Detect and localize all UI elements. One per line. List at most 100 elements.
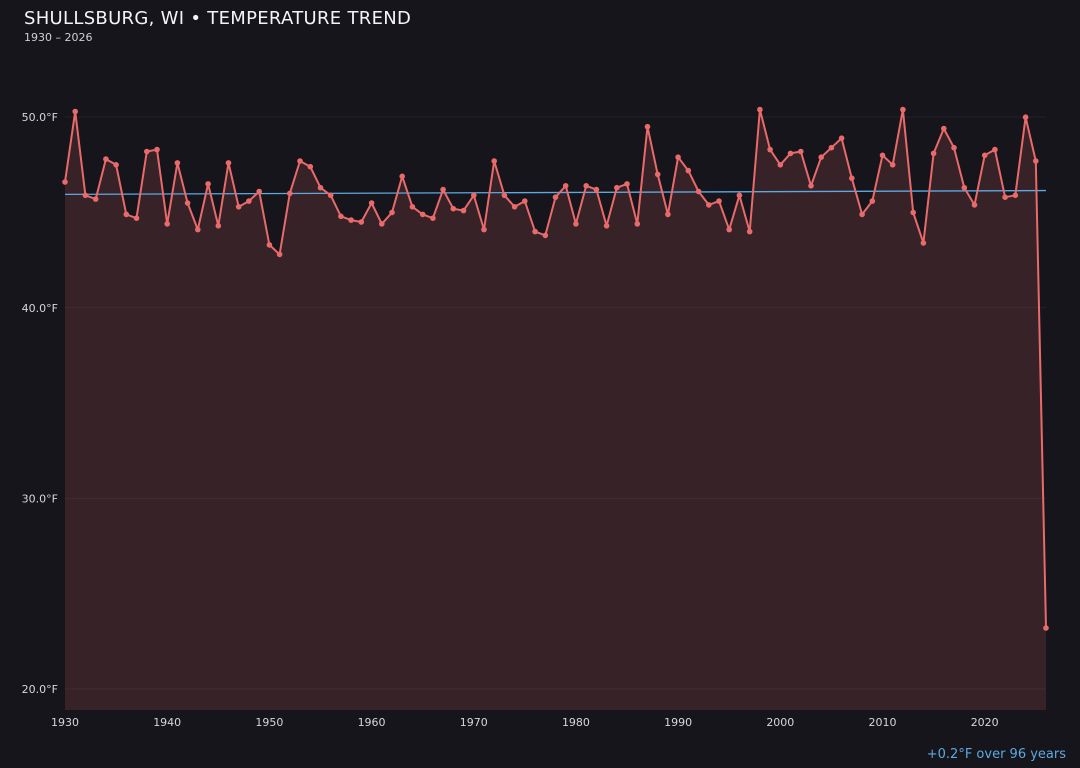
y-tick-label: 20.0°F	[22, 683, 58, 696]
data-point	[501, 192, 508, 199]
data-point	[256, 188, 263, 195]
data-point	[961, 184, 968, 191]
data-point	[389, 209, 395, 216]
data-point	[798, 148, 804, 155]
data-point	[440, 186, 446, 193]
data-point	[287, 190, 293, 197]
data-point	[593, 186, 600, 193]
data-point	[818, 154, 824, 160]
x-tick-label: 1970	[460, 716, 488, 729]
data-point	[624, 181, 630, 187]
data-point	[471, 192, 477, 199]
data-point	[235, 204, 242, 210]
data-point	[542, 232, 549, 239]
trend-annotation: +0.2°F over 96 years	[926, 747, 1066, 762]
data-point	[849, 175, 855, 181]
data-point	[409, 204, 416, 210]
data-point	[174, 160, 181, 166]
data-point	[808, 183, 814, 189]
data-point	[1022, 114, 1029, 120]
data-point	[144, 148, 150, 155]
data-point	[767, 146, 773, 153]
data-point	[757, 106, 763, 113]
data-point	[910, 209, 916, 216]
data-point	[583, 183, 589, 189]
data-point	[981, 152, 988, 159]
data-point	[654, 171, 661, 178]
data-point	[276, 251, 283, 258]
data-point	[1033, 158, 1039, 164]
data-point	[317, 184, 324, 191]
data-point	[746, 228, 753, 235]
data-point	[358, 219, 365, 225]
data-point	[726, 226, 732, 233]
data-point	[491, 158, 498, 164]
x-tick-label: 2010	[869, 716, 897, 729]
data-point	[511, 204, 518, 210]
data-point	[368, 200, 375, 206]
data-point	[603, 223, 610, 229]
y-tick-label: 50.0°F	[22, 111, 58, 124]
data-point	[348, 217, 354, 223]
data-point	[614, 184, 620, 191]
y-tick-label: 30.0°F	[22, 492, 58, 505]
data-point	[379, 221, 385, 227]
data-point	[215, 223, 222, 229]
data-point	[1002, 194, 1008, 200]
data-point	[297, 158, 303, 164]
data-point	[685, 167, 692, 174]
data-point	[869, 198, 876, 204]
data-point	[930, 150, 937, 157]
data-point	[164, 221, 170, 227]
data-point	[430, 215, 436, 221]
y-tick-label: 40.0°F	[22, 302, 58, 315]
x-tick-label: 1930	[51, 716, 79, 729]
data-point	[103, 156, 109, 162]
data-point	[1043, 625, 1049, 631]
data-point	[460, 207, 467, 214]
data-point	[92, 196, 99, 202]
page-subtitle: 1930 – 2026	[24, 31, 93, 44]
x-tick-label: 2000	[766, 716, 794, 729]
x-tick-label: 1980	[562, 716, 590, 729]
data-point	[1012, 192, 1019, 199]
data-point	[225, 160, 232, 166]
x-tick-label: 1990	[664, 716, 692, 729]
data-point	[154, 146, 160, 153]
data-point	[82, 192, 89, 199]
data-point	[971, 202, 978, 208]
data-point	[828, 144, 835, 151]
data-point	[879, 152, 886, 159]
data-point	[72, 108, 78, 115]
data-point	[920, 240, 927, 246]
data-point	[450, 205, 457, 212]
data-point	[644, 123, 651, 130]
data-point	[522, 198, 528, 204]
trend-line	[64, 189, 1047, 196]
data-point	[838, 135, 845, 141]
data-point	[716, 198, 722, 204]
x-tick-label: 1960	[358, 716, 386, 729]
data-point	[859, 211, 865, 218]
x-tick-label: 1940	[153, 716, 181, 729]
page-title: SHULLSBURG, WI • TEMPERATURE TREND	[24, 8, 412, 29]
data-point	[246, 198, 252, 204]
data-point	[113, 162, 119, 168]
data-point	[123, 211, 130, 218]
data-point	[634, 221, 641, 227]
data-point	[941, 125, 947, 132]
data-point	[777, 162, 784, 168]
data-point	[736, 192, 743, 199]
x-tick-label: 2020	[971, 716, 999, 729]
chart-header: SHULLSBURG, WI • TEMPERATURE TREND 1930 …	[24, 8, 411, 44]
data-point	[327, 192, 334, 199]
data-point	[787, 150, 794, 157]
data-point	[266, 242, 273, 248]
data-point	[205, 181, 211, 187]
data-point	[338, 213, 344, 220]
area-fill	[65, 109, 1046, 711]
data-point	[695, 188, 702, 195]
data-point	[562, 183, 569, 189]
data-point	[665, 211, 671, 218]
